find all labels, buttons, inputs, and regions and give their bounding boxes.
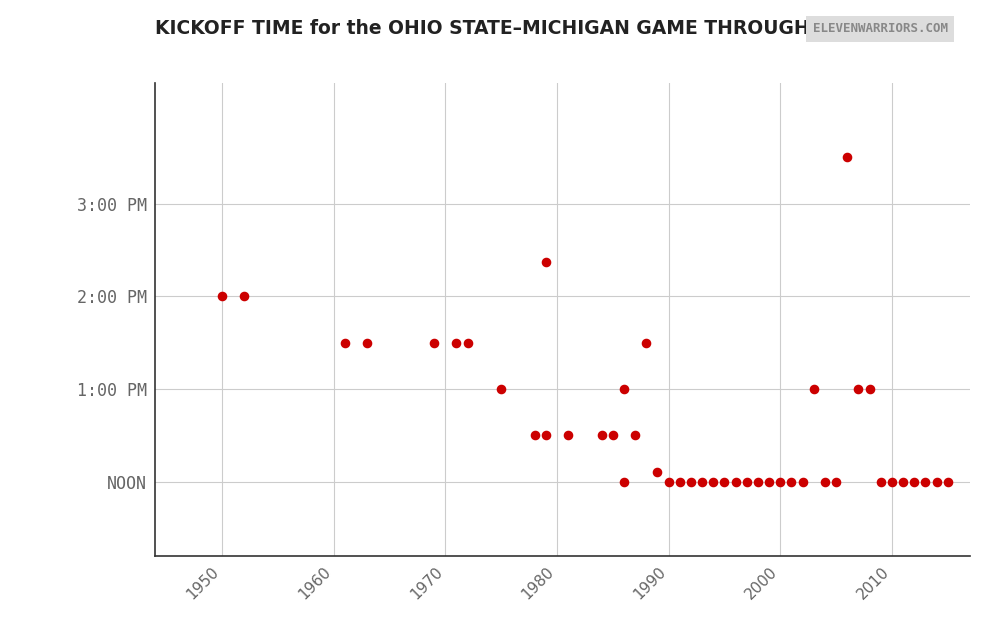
Point xyxy=(627,430,643,440)
Point xyxy=(460,337,476,348)
Point xyxy=(940,477,956,487)
Point xyxy=(337,337,353,348)
Point xyxy=(917,477,933,487)
Text: ELEVENWARRIORS.COM: ELEVENWARRIORS.COM xyxy=(812,22,948,35)
Point xyxy=(884,477,900,487)
Point xyxy=(839,152,855,162)
Point xyxy=(828,477,844,487)
Point xyxy=(661,477,677,487)
Point xyxy=(214,291,230,302)
Point xyxy=(538,430,554,440)
Point xyxy=(895,477,911,487)
Point xyxy=(594,430,610,440)
Point xyxy=(236,291,252,302)
Point xyxy=(873,477,889,487)
Point xyxy=(806,384,822,394)
Point xyxy=(750,477,766,487)
Point xyxy=(716,477,732,487)
Point xyxy=(906,477,922,487)
Point xyxy=(817,477,833,487)
Point xyxy=(538,257,554,267)
Point xyxy=(448,337,464,348)
Point xyxy=(359,337,375,348)
Point xyxy=(560,430,576,440)
Point xyxy=(616,384,632,394)
Point xyxy=(772,477,788,487)
Point xyxy=(527,430,543,440)
Point xyxy=(616,477,632,487)
Point xyxy=(783,477,799,487)
Point xyxy=(728,477,744,487)
Point xyxy=(649,467,665,477)
Point xyxy=(862,384,878,394)
Point xyxy=(694,477,710,487)
Point xyxy=(850,384,866,394)
Point xyxy=(493,384,509,394)
Point xyxy=(672,477,688,487)
Point xyxy=(795,477,811,487)
Point xyxy=(739,477,755,487)
Point xyxy=(761,477,777,487)
Text: KICKOFF TIME for the OHIO STATE–MICHIGAN GAME THROUGH the YEARS: KICKOFF TIME for the OHIO STATE–MICHIGAN… xyxy=(155,19,926,38)
Point xyxy=(638,337,654,348)
Point xyxy=(605,430,621,440)
Point xyxy=(683,477,699,487)
Point xyxy=(426,337,442,348)
Point xyxy=(929,477,945,487)
Point xyxy=(705,477,721,487)
